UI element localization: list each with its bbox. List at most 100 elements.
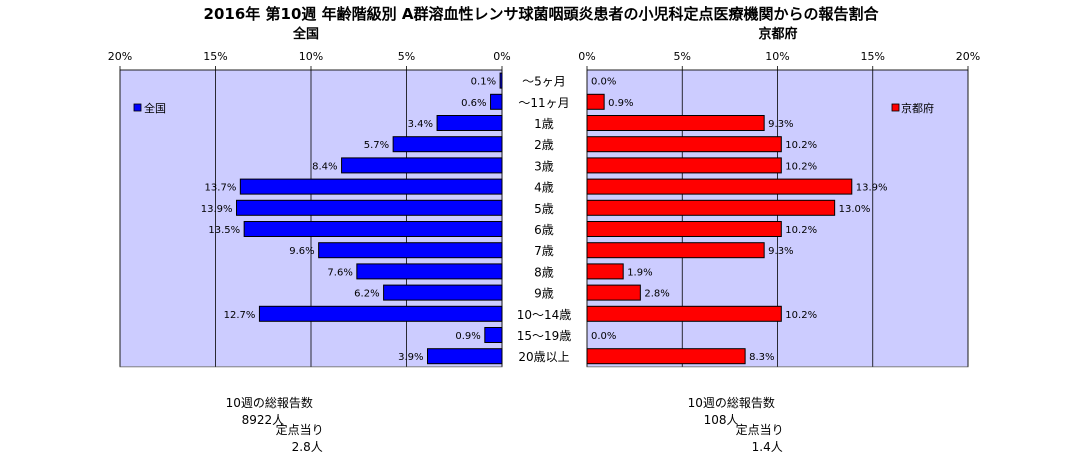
right-axis-tick-label: 15% (861, 50, 885, 63)
left-bar (236, 199, 503, 216)
right-data-label: 13.0% (839, 204, 871, 215)
right-bar (586, 115, 765, 131)
left-data-label: 5.7% (364, 140, 389, 151)
left-data-label: 3.9% (398, 352, 423, 363)
category-label: ～11ヶ月 (518, 96, 569, 110)
left-per-site-label: 定点当り (275, 423, 324, 437)
category-label: 15～19歳 (517, 329, 572, 343)
left-axis-tick-label: 5% (398, 50, 415, 63)
left-data-label: 0.6% (461, 98, 486, 109)
right-bar (586, 178, 853, 195)
right-data-label: 10.2% (785, 161, 817, 172)
right-bar (586, 199, 836, 216)
category-label: 8歳 (534, 265, 554, 279)
right-axis-tick-label: 20% (956, 50, 980, 63)
category-label: 4歳 (534, 181, 554, 195)
left-axis-tick-label: 0% (493, 50, 510, 63)
left-bar (341, 157, 503, 174)
left-plot-area: 0% 5% 10% 15% 20% 0.1% 0.6% 3.4% 5.7% 8.4% 13.7% 13… (108, 50, 511, 368)
right-total-label: 10週の総報告数 (687, 396, 775, 410)
left-axis-tick-label: 15% (203, 50, 227, 63)
left-data-label: 13.5% (208, 225, 240, 236)
left-bar (318, 242, 503, 259)
category-label: 3歳 (534, 159, 554, 173)
category-label: 6歳 (534, 223, 554, 237)
left-total: 10週の総報告数 8922人 (218, 380, 313, 428)
left-bar (427, 348, 503, 365)
left-data-label: 13.7% (205, 183, 237, 194)
left-data-label: 8.4% (312, 161, 337, 172)
right-axis-tick-label: 0% (578, 50, 595, 63)
left-legend: 全国 (133, 101, 166, 115)
left-panel-heading: 全国 (292, 26, 319, 42)
left-data-label: 6.2% (354, 289, 379, 300)
right-data-label: 10.2% (785, 225, 817, 236)
right-legend-label: 京都府 (901, 101, 934, 115)
left-bar (239, 178, 503, 195)
category-label: ～5ヶ月 (522, 75, 566, 89)
category-label: 10～14歳 (517, 308, 572, 322)
category-label: 2歳 (534, 138, 554, 152)
right-bar (586, 221, 782, 237)
right-bar (586, 284, 641, 301)
left-bar (392, 136, 503, 153)
left-bar (383, 284, 503, 301)
right-legend-swatch (891, 103, 900, 112)
chart: 2016年 第10週 年齢階級別 A群溶血性レンサ球菌咽頭炎患者の小児科定点医療… (108, 5, 980, 368)
left-bar (499, 72, 503, 89)
left-total-value: 8922人 (241, 413, 285, 427)
right-per-site: 定点当り 1.4人 (728, 407, 784, 455)
left-data-label: 0.1% (471, 77, 496, 88)
left-data-label: 0.9% (455, 331, 480, 342)
right-bar (586, 157, 782, 174)
left-data-label: 9.6% (289, 246, 314, 257)
right-per-site-label: 定点当り (735, 423, 784, 437)
right-data-label: 2.8% (644, 289, 669, 300)
right-axis-tick-label: 5% (674, 50, 691, 63)
left-per-site: 定点当り 2.8人 (268, 407, 324, 455)
left-data-label: 12.7% (224, 310, 256, 321)
right-bar (586, 242, 765, 259)
left-total-label: 10週の総報告数 (225, 396, 313, 410)
left-per-site-value: 2.8人 (291, 440, 323, 454)
right-panel-heading: 京都府 (758, 26, 797, 42)
right-bar (586, 263, 624, 280)
left-legend-swatch (133, 103, 142, 112)
left-bar (484, 327, 503, 343)
right-plot-area: 0% 5% 10% 15% 20% 0.0% 0.9% 9.3% 10.2% 10.2% 13.9%… (578, 50, 980, 368)
category-label: 1歳 (534, 117, 554, 131)
chart-title: 2016年 第10週 年齢階級別 A群溶血性レンサ球菌咽頭炎患者の小児科定点医療… (204, 5, 880, 23)
right-data-label: 0.9% (608, 98, 633, 109)
left-data-label: 3.4% (408, 119, 433, 130)
left-data-label: 7.6% (327, 267, 352, 278)
right-axis-tick-label: 10% (765, 50, 789, 63)
category-label: 7歳 (534, 244, 554, 258)
right-data-label: 0.0% (591, 77, 616, 88)
right-data-label: 8.3% (749, 352, 774, 363)
category-label: 20歳以上 (518, 350, 569, 364)
left-bar (490, 93, 503, 110)
left-legend-label: 全国 (144, 101, 166, 115)
right-per-site-value: 1.4人 (751, 440, 783, 454)
left-axis-tick-label: 20% (108, 50, 132, 63)
right-total-value: 108人 (703, 413, 739, 427)
right-total: 10週の総報告数 108人 (680, 380, 775, 428)
left-bar (436, 115, 503, 131)
right-data-label: 9.3% (768, 119, 793, 130)
right-legend: 京都府 (891, 101, 934, 115)
right-data-label: 0.0% (591, 331, 616, 342)
right-data-label: 13.9% (856, 183, 888, 194)
right-data-label: 10.2% (785, 310, 817, 321)
right-data-label: 1.9% (627, 267, 652, 278)
right-data-label: 9.3% (768, 246, 793, 257)
category-label: 9歳 (534, 287, 554, 301)
right-bar (586, 93, 605, 110)
left-bar (356, 263, 503, 280)
right-bar (586, 348, 746, 365)
category-labels: ～5ヶ月 ～11ヶ月 1歳 2歳 3歳 4歳 5歳 6歳 7歳 8歳 9歳 10～14歳 15～19歳 2… (517, 75, 572, 365)
right-data-label: 10.2% (785, 140, 817, 151)
category-label: 5歳 (534, 202, 554, 216)
left-bar (258, 305, 503, 322)
right-bar (586, 136, 782, 153)
left-bar (243, 221, 503, 237)
